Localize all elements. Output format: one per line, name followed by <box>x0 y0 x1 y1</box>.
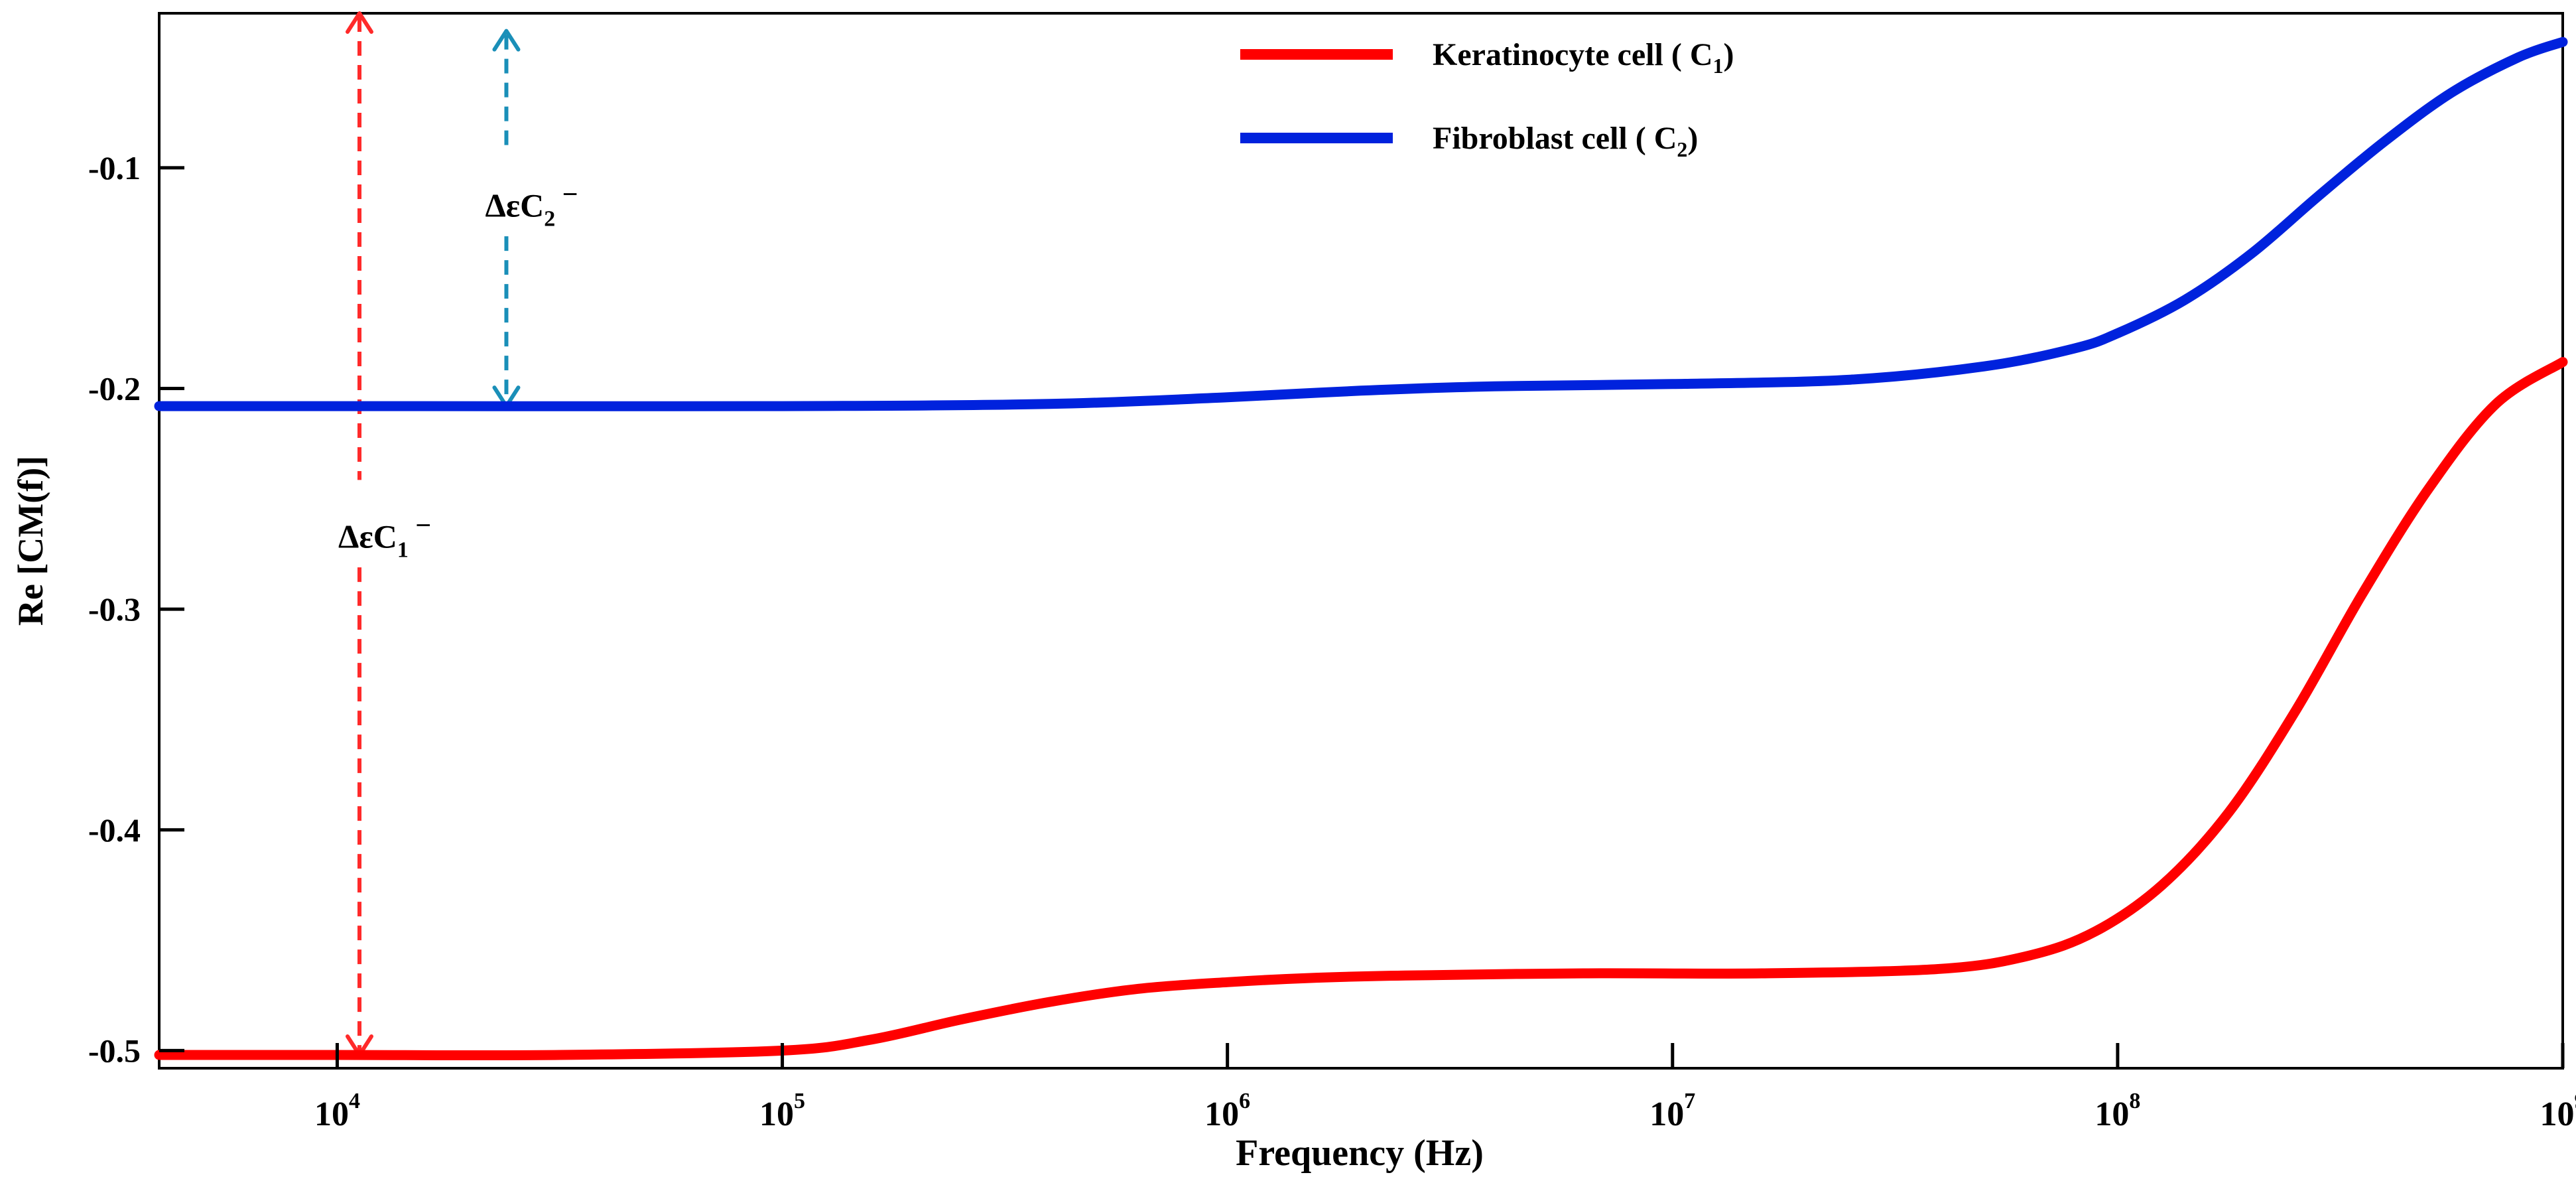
legend: Keratinocyte cell ( C1)Fibroblast cell (… <box>1240 37 1734 161</box>
series-layer <box>154 36 2568 1061</box>
x-axis-title: Frequency (Hz) <box>1236 1133 1484 1174</box>
delta-annotation-2: ΔεC2 − <box>485 29 578 409</box>
y-tick-label: -0.5 <box>88 1032 141 1069</box>
x-tick-base: 10 <box>2094 1095 2129 1133</box>
y-tick-label: -0.3 <box>88 591 141 628</box>
legend-label-subscript: 1 <box>1713 54 1724 78</box>
y-tick-label: -0.2 <box>88 370 141 407</box>
x-tick-label: 105 <box>759 1089 805 1133</box>
x-tick-exponent: 6 <box>1239 1089 1250 1113</box>
x-tick-exponent: 7 <box>1684 1089 1695 1113</box>
annotation-label-subscript: 2 <box>544 206 555 231</box>
legend-label-open: ( C <box>1628 121 1677 156</box>
y-tick-label: -0.1 <box>88 149 141 186</box>
legend-label-subscript: 2 <box>1677 137 1687 161</box>
x-tick-base: 10 <box>2540 1095 2575 1133</box>
annotation-label: ΔεC1 − <box>338 510 431 562</box>
legend-label-close: ) <box>1687 121 1698 156</box>
x-tick-base: 10 <box>314 1095 349 1133</box>
series-line-1 <box>154 357 2568 1061</box>
annotation-label-base: ΔεC <box>485 186 544 224</box>
legend-label-open: ( C <box>1663 37 1713 72</box>
annotation-label-superscript: − <box>409 510 431 541</box>
legend-label-close: ) <box>1724 37 1734 72</box>
delta-annotation-1: ΔεC1 − <box>338 11 431 1058</box>
x-tick-label: 104 <box>314 1089 360 1133</box>
x-tick-label: 106 <box>1204 1089 1250 1133</box>
annotation-arrowhead-top <box>492 29 521 52</box>
annotation-layer: ΔεC1 −ΔεC2 − <box>338 11 578 1058</box>
x-tick-label: 109 <box>2540 1089 2576 1133</box>
legend-entry-1: Keratinocyte cell ( C1) <box>1240 37 1734 78</box>
y-tick-label: -0.4 <box>88 811 141 849</box>
legend-label-name: Fibroblast cell <box>1433 121 1628 156</box>
x-tick-base: 10 <box>1649 1095 1684 1133</box>
legend-label: Fibroblast cell ( C2) <box>1433 121 1698 161</box>
x-tick-label: 108 <box>2094 1089 2140 1133</box>
x-tick-exponent: 4 <box>349 1089 360 1113</box>
y-axis-title: Re [CM(f)] <box>11 456 50 626</box>
ticks-layer: 104105106107108109-0.1-0.2-0.3-0.4-0.5 <box>88 149 2576 1133</box>
annotation-arrowhead-top <box>346 11 373 34</box>
annotation-label-superscript: − <box>555 179 578 210</box>
annotation-label-subscript: 1 <box>397 537 409 562</box>
legend-label: Keratinocyte cell ( C1) <box>1433 37 1734 78</box>
x-tick-base: 10 <box>1204 1095 1239 1133</box>
legend-label-name: Keratinocyte cell <box>1433 37 1663 72</box>
annotation-label-base: ΔεC <box>338 518 397 555</box>
x-tick-exponent: 8 <box>2129 1089 2140 1113</box>
series-line-2 <box>154 36 2568 411</box>
x-tick-label: 107 <box>1649 1089 1695 1133</box>
x-tick-exponent: 5 <box>794 1089 805 1113</box>
x-tick-exponent: 9 <box>2575 1089 2576 1113</box>
x-tick-base: 10 <box>759 1095 794 1133</box>
legend-entry-2: Fibroblast cell ( C2) <box>1240 121 1698 161</box>
annotation-label: ΔεC2 − <box>485 179 578 231</box>
plot-frame <box>158 12 2564 1070</box>
